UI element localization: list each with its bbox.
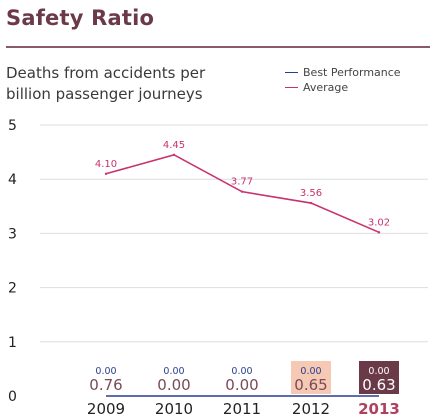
legend-label-best: Best Performance [303,66,401,79]
data-label-average: 4.45 [163,140,185,151]
data-label-average: 3.02 [368,217,390,228]
legend-swatch-best [285,71,298,74]
annotation-value: 0.00 [157,376,190,394]
y-tick-label: 1 [8,335,17,351]
chart-title: Safety Ratio [6,6,155,30]
data-point-average [104,172,108,175]
data-point-average [240,190,244,193]
data-label-average: 3.77 [231,177,253,188]
chart-subtitle: Deaths from accidents per billion passen… [6,63,205,105]
x-tick-label: 2010 [155,400,193,418]
series-line-average [105,153,380,234]
annotation-value: 0.76 [89,376,122,394]
y-tick-label: 3 [8,226,17,242]
annotation-value: 0.65 [294,376,327,394]
legend-label-average: Average [303,81,349,94]
subtitle-line-2: billion passenger journeys [6,85,203,103]
x-tick-label: 2011 [223,400,261,418]
data-point-average [377,231,381,234]
data-label-best: 0.00 [231,366,252,377]
data-label-average: 4.10 [95,159,117,170]
annotation-value: 0.63 [362,376,395,394]
y-tick-label: 0 [8,389,17,405]
chart-legend: Best Performance Average [285,65,401,95]
legend-item-best: Best Performance [285,65,401,80]
data-label-best: 0.00 [95,366,116,377]
data-label-best: 0.00 [163,366,184,377]
annotation-value: 0.00 [225,376,258,394]
subtitle-line-1: Deaths from accidents per [6,64,206,82]
title-divider [6,46,430,48]
data-label-average: 3.56 [300,188,322,199]
y-tick-label: 5 [8,118,17,134]
x-tick-label: 2013 [358,400,400,418]
highlight-box [359,361,399,394]
data-label-best: 0.00 [300,366,321,377]
y-tick-label: 4 [8,172,17,188]
legend-item-average: Average [285,80,401,95]
x-tick-label: 2009 [87,400,125,418]
legend-swatch-average [285,86,298,89]
x-tick-label: 2012 [292,400,330,418]
data-point-average [172,153,176,157]
highlight-box [291,361,331,394]
data-point-average [309,201,313,205]
y-tick-label: 2 [8,281,17,297]
data-label-best: 0.00 [368,366,389,377]
